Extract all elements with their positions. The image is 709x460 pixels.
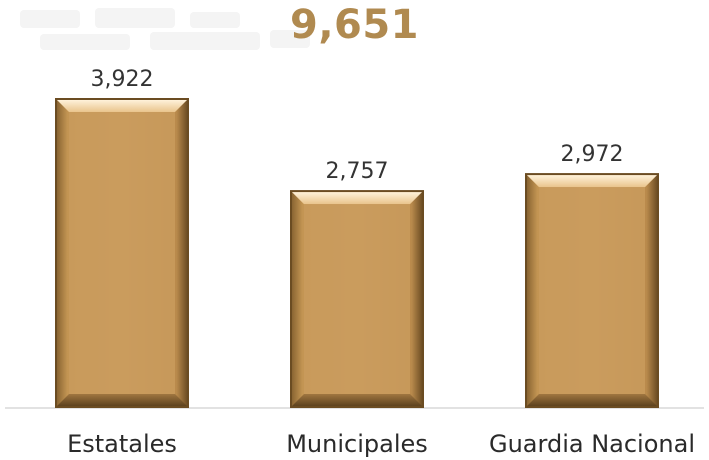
bar-estatales xyxy=(55,98,189,408)
background-watermark xyxy=(0,0,709,60)
category-labels-group: Estatales Municipales Guardia Nacional xyxy=(67,430,695,458)
bar-municipales xyxy=(290,190,424,408)
category-label: Estatales xyxy=(67,430,177,458)
category-label: Municipales xyxy=(286,430,428,458)
bar-guardia-nacional xyxy=(525,173,659,408)
value-label: 2,972 xyxy=(561,142,624,167)
value-label: 3,922 xyxy=(91,67,154,92)
value-label: 2,757 xyxy=(326,159,389,184)
bars-group xyxy=(55,98,659,408)
value-labels-group: 3,922 2,757 2,972 xyxy=(91,67,624,184)
total-count: 9,651 xyxy=(289,2,420,48)
category-label: Guardia Nacional xyxy=(489,430,695,458)
